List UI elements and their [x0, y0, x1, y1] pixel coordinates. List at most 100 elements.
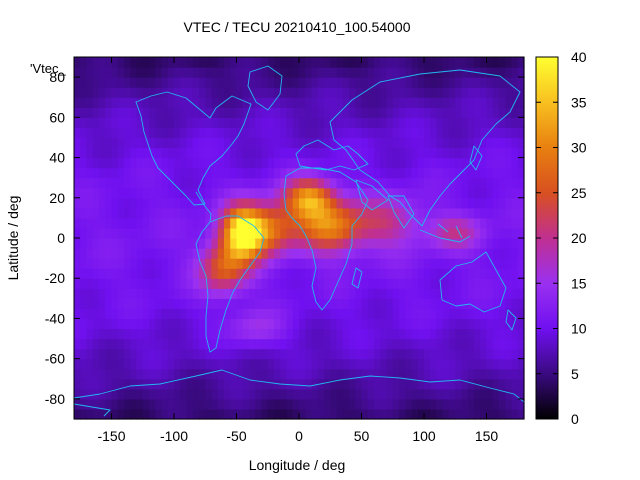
heatmap-cell	[499, 338, 506, 350]
heatmap-cell	[486, 338, 494, 350]
heatmap-cell	[192, 288, 200, 299]
heatmap-cell	[324, 408, 331, 420]
heatmap-cell	[411, 177, 419, 189]
heatmap-cell	[317, 388, 325, 400]
heatmap-cell	[80, 288, 88, 299]
heatmap-cell	[111, 278, 119, 289]
heatmap-cell	[236, 408, 244, 420]
heatmap-cell	[386, 398, 394, 410]
heatmap-cell	[342, 157, 350, 169]
heatmap-cell	[149, 117, 156, 128]
heatmap-cell	[255, 328, 263, 340]
heatmap-cell	[174, 77, 181, 88]
heatmap-cell	[455, 318, 463, 330]
heatmap-cell	[242, 157, 250, 169]
heatmap-cell	[155, 157, 163, 169]
heatmap-cell	[130, 338, 138, 350]
heatmap-cell	[292, 328, 300, 340]
heatmap-plot: 'Vtec_	[30, 56, 525, 420]
heatmap-cell	[149, 308, 156, 320]
heatmap-cell	[99, 268, 106, 279]
heatmap-cell	[386, 258, 394, 269]
heatmap-cell	[317, 348, 325, 360]
heatmap-cell	[111, 77, 119, 88]
heatmap-cell	[280, 217, 288, 229]
heatmap-cell	[411, 157, 419, 169]
heatmap-cell	[92, 278, 100, 289]
heatmap-cell	[124, 258, 131, 269]
heatmap-cell	[517, 258, 525, 269]
heatmap-cell	[380, 177, 388, 189]
heatmap-cell	[230, 398, 238, 410]
heatmap-cell	[136, 248, 144, 259]
heatmap-cell	[492, 67, 500, 78]
heatmap-cell	[430, 268, 438, 279]
heatmap-cell	[130, 107, 138, 118]
heatmap-cell	[386, 107, 394, 118]
heatmap-cell	[199, 268, 206, 279]
heatmap-cell	[267, 57, 275, 68]
key-label: 'Vtec_	[30, 61, 66, 76]
heatmap-cell	[255, 318, 263, 330]
heatmap-cell	[392, 207, 400, 219]
heatmap-cell	[311, 298, 319, 309]
heatmap-cell	[442, 398, 450, 410]
heatmap-cell	[367, 167, 375, 179]
heatmap-cell	[505, 338, 513, 350]
heatmap-cell	[392, 117, 400, 128]
heatmap-cell	[230, 157, 238, 169]
heatmap-cell	[99, 167, 106, 179]
heatmap-cell	[486, 97, 494, 108]
heatmap-cell	[267, 117, 275, 128]
heatmap-cell	[392, 127, 400, 139]
heatmap-cell	[211, 388, 219, 400]
heatmap-cell	[474, 227, 481, 239]
heatmap-cell	[455, 248, 463, 259]
heatmap-cell	[124, 398, 131, 410]
heatmap-cell	[242, 167, 250, 179]
heatmap-cell	[399, 328, 406, 340]
heatmap-cell	[249, 197, 256, 209]
heatmap-cell	[455, 348, 463, 360]
heatmap-cell	[149, 167, 156, 179]
heatmap-cell	[86, 207, 94, 219]
heatmap-cell	[199, 77, 206, 88]
heatmap-cell	[474, 288, 481, 299]
heatmap-cell	[242, 197, 250, 209]
heatmap-cell	[274, 137, 281, 149]
heatmap-cell	[136, 308, 144, 320]
heatmap-cell	[161, 248, 169, 259]
heatmap-cell	[367, 127, 375, 139]
heatmap-cell	[186, 117, 194, 128]
heatmap-cell	[355, 137, 363, 149]
heatmap-cell	[411, 278, 419, 289]
heatmap-cell	[224, 77, 231, 88]
heatmap-cell	[374, 308, 381, 320]
heatmap-cell	[361, 217, 369, 229]
heatmap-cell	[392, 258, 400, 269]
heatmap-cell	[99, 408, 106, 420]
heatmap-cell	[461, 368, 469, 380]
heatmap-cell	[349, 77, 356, 88]
heatmap-cell	[92, 147, 100, 159]
heatmap-cell	[86, 378, 94, 390]
heatmap-cell	[217, 167, 225, 179]
heatmap-cell	[299, 368, 306, 380]
heatmap-cell	[299, 87, 306, 98]
coastline-india	[387, 195, 415, 229]
heatmap-cell	[149, 398, 156, 410]
heatmap-cell	[242, 388, 250, 400]
heatmap-cell	[430, 238, 438, 249]
heatmap-cell	[405, 177, 413, 189]
heatmap-cell	[399, 87, 406, 98]
heatmap-cell	[167, 77, 175, 88]
heatmap-cell	[417, 378, 425, 390]
heatmap-cell	[211, 308, 219, 320]
heatmap-cell	[105, 338, 113, 350]
heatmap-cell	[486, 157, 494, 169]
heatmap-cell	[324, 378, 331, 390]
heatmap-cell	[161, 137, 169, 149]
heatmap-cell	[142, 207, 150, 219]
heatmap-cell	[374, 117, 381, 128]
heatmap-cell	[230, 348, 238, 360]
